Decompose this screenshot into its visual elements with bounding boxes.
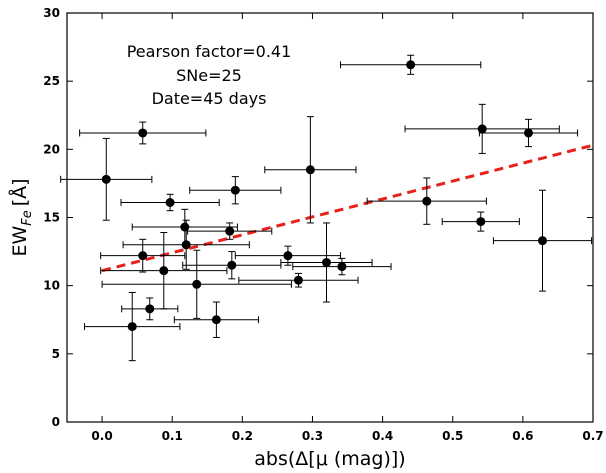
x-tick-label: 0.4 (372, 429, 393, 443)
data-point-group (264, 116, 357, 224)
data-point-group (280, 222, 373, 303)
data-point (225, 226, 235, 236)
annotation-date: Date=45 days (152, 89, 267, 108)
data-point-group (234, 245, 342, 266)
y-tick-label: 30 (43, 6, 60, 20)
y-tick-label: 25 (43, 74, 60, 88)
data-point-group (492, 189, 593, 292)
y-axis-label-unit: [Å] (8, 178, 31, 206)
y-tick-label: 15 (43, 211, 60, 225)
data-point (127, 322, 137, 332)
data-point (321, 257, 331, 267)
data-points-layer (60, 54, 593, 362)
data-point (538, 236, 548, 246)
data-point (406, 60, 416, 70)
data-point-group (60, 137, 153, 221)
data-point-group (189, 176, 282, 205)
data-point-group (101, 249, 292, 319)
ticks-layer: 0.0 0.1 0.2 0.3 0.4 0.5 0.6 0.7 0 5 10 15 20 25 30 (43, 6, 603, 443)
data-point (523, 128, 533, 138)
data-point-group (173, 301, 259, 338)
data-point-group (120, 193, 220, 212)
annotation-sne: SNe=25 (176, 66, 242, 85)
data-point-group (187, 222, 273, 240)
x-axis-label: abs(Δ[μ (mag)]) (254, 448, 405, 470)
data-point (337, 262, 347, 272)
data-point (305, 165, 315, 175)
data-point (138, 251, 148, 261)
plot-frame (66, 12, 594, 423)
data-point-group (182, 251, 282, 280)
x-tick-label: 0.5 (442, 429, 463, 443)
x-tick-label: 0.2 (232, 429, 253, 443)
data-point-group (238, 272, 359, 288)
annotation-pearson: Pearson factor=0.41 (127, 42, 292, 61)
y-axis-label: EWFe [Å] (8, 178, 35, 256)
data-point-group (404, 103, 560, 154)
y-tick-label: 0 (52, 415, 60, 429)
data-point-group (478, 118, 579, 148)
x-tick-label: 0.7 (582, 429, 603, 443)
data-point (227, 260, 237, 270)
data-point (477, 124, 487, 134)
fit-line-layer (101, 143, 594, 273)
data-point (192, 279, 202, 289)
y-axis-label-main: EW (9, 226, 31, 257)
x-tick-label: 0.1 (162, 429, 183, 443)
fit-line (101, 143, 594, 273)
data-point (422, 196, 432, 206)
data-point-group (100, 238, 186, 273)
x-tick-label: 0.0 (91, 429, 112, 443)
data-point (165, 198, 175, 208)
y-tick-label: 5 (52, 347, 60, 361)
y-axis-label-subscript: Fe (20, 210, 35, 225)
data-point-group (84, 291, 181, 362)
data-point-group (122, 219, 250, 270)
x-tick-label: 0.3 (302, 429, 323, 443)
data-point (293, 275, 303, 285)
data-point-group (340, 54, 482, 75)
y-tick-label: 20 (43, 142, 60, 156)
data-point (138, 128, 148, 138)
data-point (180, 222, 190, 232)
data-point (159, 266, 169, 276)
data-point (283, 251, 293, 261)
data-point (211, 315, 221, 325)
data-point (230, 185, 240, 195)
data-point (181, 240, 191, 250)
data-point (145, 304, 155, 314)
data-point-group (121, 297, 179, 321)
y-tick-label: 10 (43, 279, 60, 293)
x-tick-label: 0.6 (512, 429, 533, 443)
data-point-group (366, 177, 487, 225)
data-point (476, 217, 486, 227)
data-point-group (292, 257, 392, 276)
data-point (101, 174, 111, 184)
data-point-group (441, 211, 520, 232)
data-point-group (79, 121, 207, 145)
